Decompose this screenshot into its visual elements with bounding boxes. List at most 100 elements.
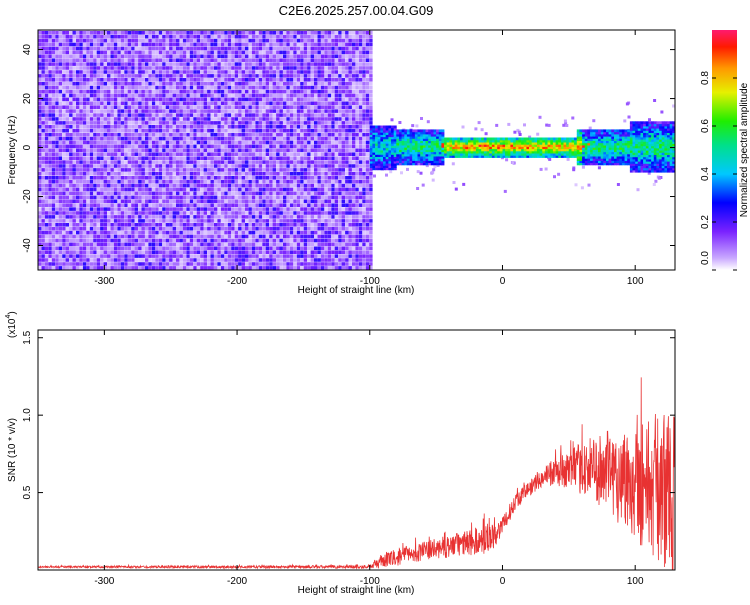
heatmap-cell (182, 148, 187, 153)
heatmap-cell (186, 266, 190, 270)
heatmap-cell (224, 246, 228, 251)
heatmap-cell (248, 62, 252, 66)
heatmap-cell (65, 266, 69, 270)
heatmap-cell (262, 191, 266, 196)
heatmap-cell (110, 262, 114, 266)
heatmap-cell (293, 262, 297, 266)
heatmap-cell (155, 58, 159, 62)
heatmap-cell (300, 199, 304, 204)
heatmap-cell (158, 191, 163, 196)
heatmap-cell (62, 78, 66, 82)
heatmap-cell (58, 164, 63, 168)
heatmap-cell (276, 219, 280, 223)
heatmap-cell (169, 156, 173, 160)
heatmap-cell (224, 125, 228, 129)
heatmap-cell (89, 132, 94, 137)
heatmap-cell (279, 262, 283, 266)
heatmap-cell (307, 136, 311, 141)
heatmap-cell (148, 85, 152, 90)
heatmap-cell (207, 144, 211, 149)
heatmap-cell (96, 215, 101, 219)
heatmap-cell (127, 105, 132, 109)
heatmap-cell (145, 93, 149, 98)
heatmap-cell (148, 230, 152, 235)
heatmap-cell (65, 70, 69, 74)
heatmap-cell (207, 160, 211, 164)
heatmap-cell (210, 211, 214, 215)
heatmap-cell (86, 254, 90, 258)
heatmap-cell (145, 152, 149, 156)
heatmap-cell (238, 125, 242, 129)
heatmap-cell (72, 140, 76, 145)
heatmap-cell (65, 199, 69, 204)
heatmap-cell (269, 215, 273, 219)
heatmap-cell (283, 117, 287, 121)
heatmap-cell (265, 164, 270, 168)
heatmap-cell (283, 50, 287, 55)
heatmap-cell (269, 238, 273, 243)
heatmap-cell (41, 223, 45, 227)
heatmap-cell (82, 262, 87, 266)
heatmap-cell (189, 230, 194, 235)
heatmap-cell (196, 152, 201, 156)
heatmap-cell (117, 156, 121, 160)
heatmap-cell (158, 125, 163, 129)
heatmap-cell (124, 262, 128, 266)
heatmap-cell (269, 203, 273, 207)
heatmap-cell (227, 121, 232, 125)
heatmap-cell (196, 262, 201, 266)
heatmap-cell (220, 109, 225, 113)
heatmap-cell (151, 242, 156, 247)
heatmap-cell (58, 50, 63, 55)
heatmap-cell (241, 70, 245, 74)
heatmap-cell (48, 207, 52, 211)
heatmap-cell (62, 246, 66, 251)
heatmap-cell (203, 97, 207, 102)
heatmap-cell (296, 136, 301, 141)
heatmap-cell (258, 207, 263, 211)
heatmap-cell (155, 242, 159, 247)
heatmap-cell (276, 50, 280, 55)
heatmap-cell (207, 195, 211, 200)
heatmap-cell (272, 50, 276, 55)
heatmap-cell (72, 113, 76, 117)
heatmap-cell (134, 262, 138, 266)
heatmap-cell (310, 168, 314, 172)
heatmap-cell (134, 215, 138, 219)
heatmap-cell (224, 179, 228, 184)
heatmap-cell (193, 238, 197, 243)
heatmap-cell (241, 262, 245, 266)
heatmap-cell (93, 136, 97, 141)
heatmap-cell (86, 31, 90, 35)
heatmap-cell (227, 38, 232, 43)
heatmap-cell (272, 78, 276, 82)
heatmap-cell (141, 262, 145, 266)
heatmap-cell (117, 93, 121, 98)
heatmap-cell (210, 183, 214, 188)
heatmap-cell (241, 254, 245, 258)
heatmap-cell (145, 113, 149, 117)
heatmap-cell (245, 234, 249, 239)
heatmap-cell (176, 81, 180, 86)
heatmap-cell (293, 172, 297, 176)
heatmap-cell (255, 97, 259, 102)
heatmap-cell (145, 266, 149, 270)
heatmap-cell (165, 132, 170, 137)
heatmap-cell (251, 50, 256, 55)
heatmap-cell (279, 230, 283, 235)
heatmap-cell (76, 262, 80, 266)
heatmap-cell (79, 266, 83, 270)
heatmap-cell (262, 164, 266, 168)
heatmap-cell (107, 250, 111, 254)
heatmap-cell (200, 262, 204, 266)
heatmap-cell (251, 58, 256, 62)
heatmap-cell (51, 207, 56, 211)
heatmap-cell (117, 128, 121, 133)
heatmap-cell (258, 215, 263, 219)
heatmap-cell (55, 250, 59, 254)
heatmap-cell (110, 66, 114, 70)
heatmap-cell (69, 226, 73, 231)
heatmap-cell (186, 230, 190, 235)
heatmap-cell (113, 50, 118, 55)
heatmap-cell (234, 266, 239, 270)
